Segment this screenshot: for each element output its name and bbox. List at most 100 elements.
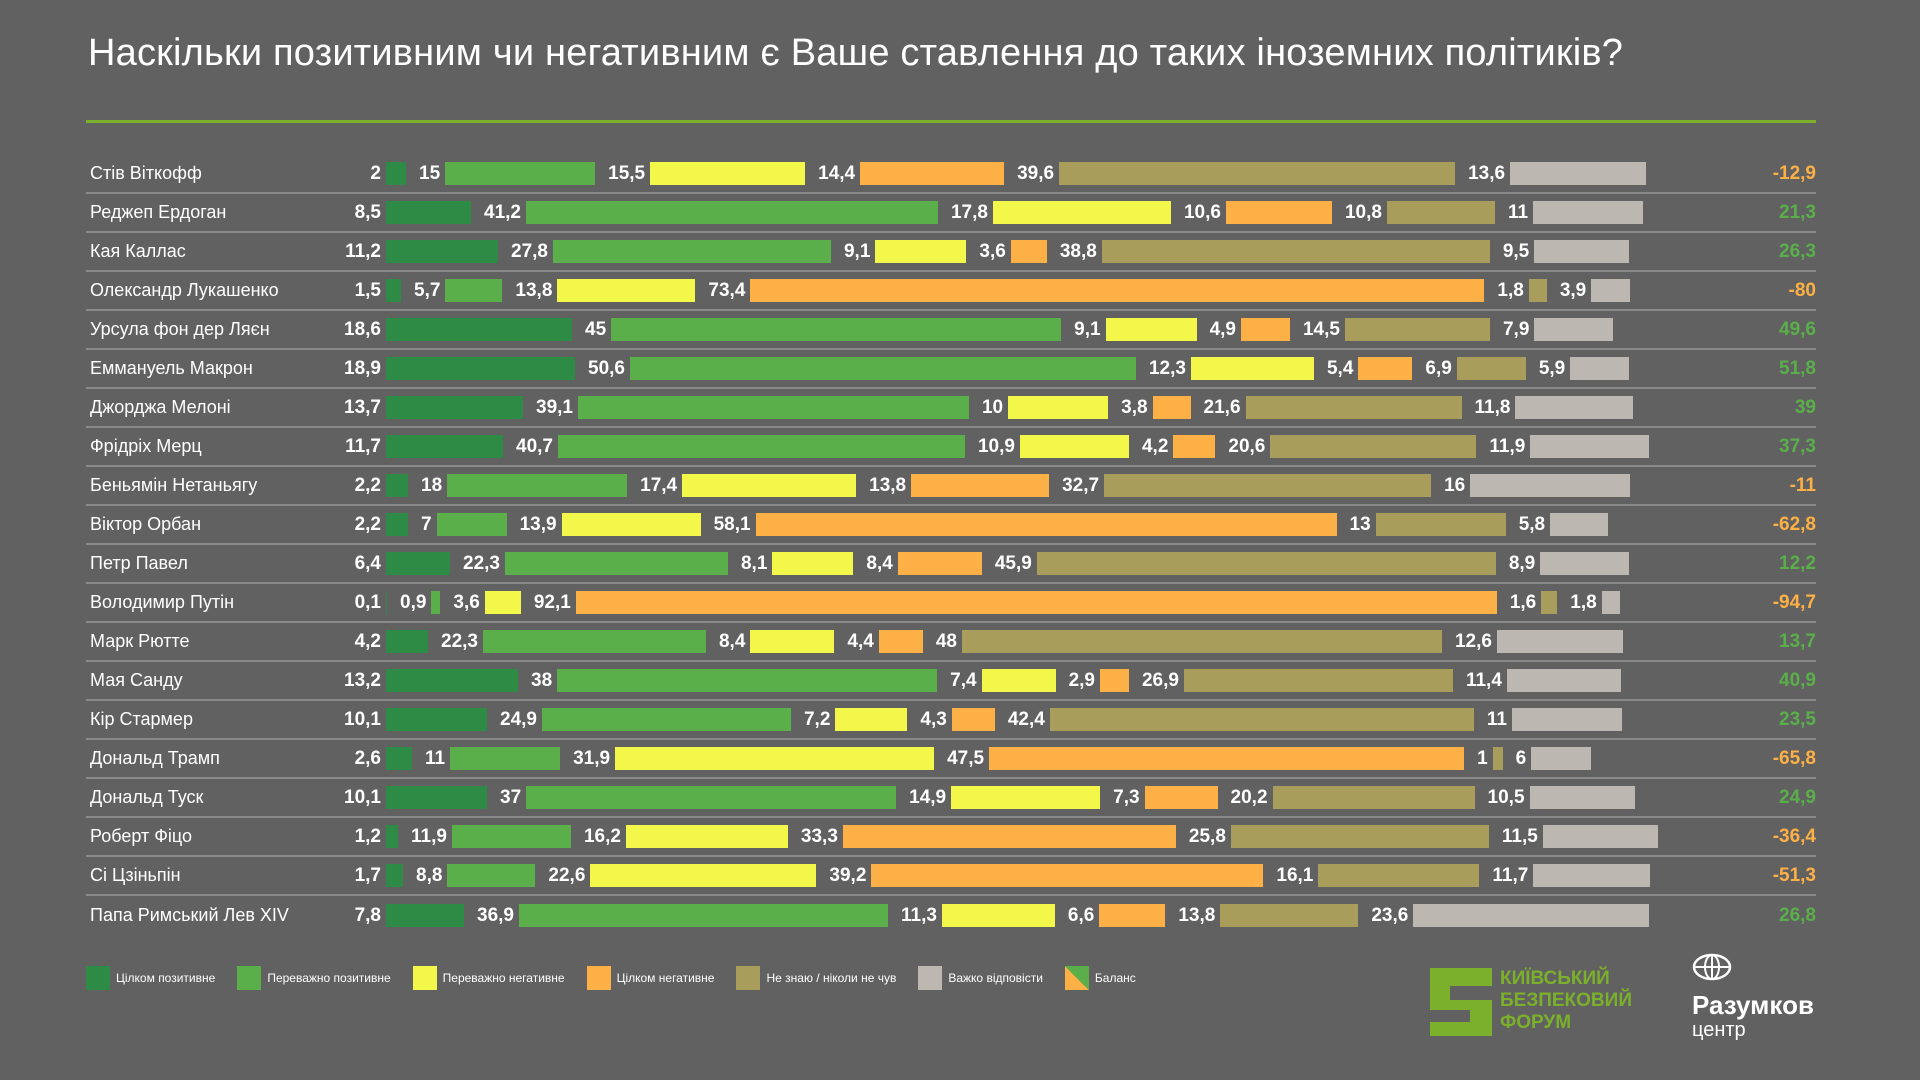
chart-row: Стів Віткофф 2 15 15,5 14,4 39,6 13,6 -12,9 [86,155,1816,194]
bar-fully-negative [1010,240,1047,263]
legend-item: Переважно позитивне [237,966,391,990]
bar-fully-negative [989,747,1465,770]
data-label-dont-know: 48 [935,630,957,652]
balance-value: 26,3 [1779,240,1816,262]
data-label-fully-negative: 33,3 [800,825,838,847]
bar-mostly-positive [629,357,1136,380]
balance-value: -80 [1788,279,1816,301]
bar-mostly-negative [750,630,835,653]
data-label-mostly-negative: 12,3 [1148,357,1186,379]
legend: Цілком позитивне Переважно позитивне Перев… [86,966,1158,990]
data-label-fully-positive: 8,5 [354,201,381,223]
data-label-fully-positive: 13,7 [344,396,381,418]
data-label-dont-know: 13,8 [1178,904,1216,926]
data-label-fully-negative: 3,8 [1121,396,1148,418]
politician-name: Урсула фон дер Ляєн [90,319,270,339]
balance-value: 37,3 [1779,435,1816,457]
bar-mostly-negative [835,708,908,731]
bar-dont-know [1245,396,1462,419]
data-label-dont-know: 39,6 [1017,162,1055,184]
balance-value: 12,2 [1779,552,1816,574]
bar-fully-positive [386,630,428,653]
bar-mostly-positive [482,630,706,653]
kbf-logo-text-2: БЕЗПЕКОВИЙ [1500,990,1632,1011]
bar-dont-know [1101,240,1490,263]
politician-name: Мая Санду [90,670,183,690]
bar-mostly-positive [611,318,1062,341]
data-label-hard-to-say: 16 [1444,474,1466,496]
bar-dont-know [1344,318,1490,341]
data-label-dont-know: 10,8 [1344,201,1382,223]
politician-name: Кір Стармер [90,709,193,729]
bar-dont-know [1220,904,1359,927]
bar-mostly-positive [557,435,965,458]
bar-mostly-negative [951,786,1101,809]
bar-dont-know [1272,786,1475,809]
data-label-fully-negative: 6,6 [1067,904,1095,926]
bar-dont-know [1183,669,1453,692]
balance-value: 40,9 [1779,669,1816,691]
bar-mostly-positive [447,864,536,887]
data-label-mostly-positive: 24,9 [500,708,537,730]
data-label-dont-know: 45,9 [994,552,1032,574]
data-label-mostly-positive: 38 [531,669,553,691]
bar-dont-know [1386,201,1495,224]
bar-dont-know [1375,513,1506,536]
politician-name: Стів Віткофф [90,163,202,183]
data-label-fully-negative: 4,4 [847,630,874,652]
legend-swatch [736,966,761,990]
data-label-hard-to-say: 11,8 [1474,396,1511,418]
data-label-dont-know: 14,5 [1302,318,1340,340]
politician-name: Сі Цзіньпін [90,865,181,885]
balance-value: -51,3 [1772,864,1816,886]
politician-name: Дональд Туск [90,787,204,807]
data-label-hard-to-say: 1,8 [1570,591,1597,613]
bar-fully-positive [386,162,406,185]
chart-row: Марк Рютте 4,2 22,3 8,4 4,4 48 12,6 13,7 [86,623,1816,662]
bar-mostly-positive [436,513,507,536]
bar-mostly-positive [526,786,897,809]
data-label-mostly-positive: 15 [419,162,441,184]
data-label-mostly-negative: 13,8 [515,279,553,301]
data-label-fully-positive: 0,1 [354,591,381,613]
legend-label: Баланс [1094,971,1136,985]
bar-mostly-positive [552,240,831,263]
data-label-fully-positive: 1,7 [354,864,381,886]
bar-mostly-positive [504,552,728,575]
data-label-hard-to-say: 23,6 [1371,904,1409,926]
chart-row: Реджеп Ердоган 8,5 41,2 17,8 10,6 10,8 11 21,3 [86,194,1816,233]
bar-fully-negative [1173,435,1216,458]
bar-mostly-positive [450,747,561,770]
balance-value: -11 [1789,474,1816,496]
chart-row: Папа Римський Лев XIV 7,8 36,9 11,3 6,6 13,8 2… [86,896,1816,935]
legend-swatch [586,966,611,990]
data-label-mostly-positive: 22,3 [441,630,478,652]
data-label-mostly-positive: 50,6 [588,357,625,379]
bar-mostly-negative [557,279,696,302]
bar-fully-negative [1225,201,1332,224]
data-label-fully-positive: 2,6 [354,747,381,769]
data-label-mostly-positive: 41,2 [484,201,521,223]
balance-value: 13,7 [1779,630,1816,652]
data-label-mostly-negative: 10 [981,396,1004,418]
legend-item: Не знаю / ніколи не чув [736,966,896,990]
data-label-mostly-positive: 22,3 [463,552,500,574]
bar-fully-positive [386,318,572,341]
data-label-hard-to-say: 13,6 [1468,162,1506,184]
bar-mostly-negative [772,552,854,575]
chart-row: Петр Павел 6,4 22,3 8,1 8,4 45,9 8,9 12,2 [86,545,1816,584]
bar-fully-positive [386,825,398,848]
data-label-hard-to-say: 12,6 [1454,630,1492,652]
bar-hard-to-say [1570,357,1630,380]
bar-mostly-negative [1019,435,1129,458]
data-label-dont-know: 32,7 [1062,474,1100,496]
bar-mostly-positive [451,825,571,848]
data-label-mostly-negative: 31,9 [573,747,611,769]
bar-dont-know [1492,747,1503,770]
data-label-mostly-positive: 5,7 [414,279,441,301]
legend-item: Цілком позитивне [86,966,215,990]
bar-fully-negative [750,279,1485,302]
data-label-mostly-negative: 3,6 [453,591,480,613]
data-label-dont-know: 1,8 [1497,279,1524,301]
bar-mostly-positive [445,279,503,302]
